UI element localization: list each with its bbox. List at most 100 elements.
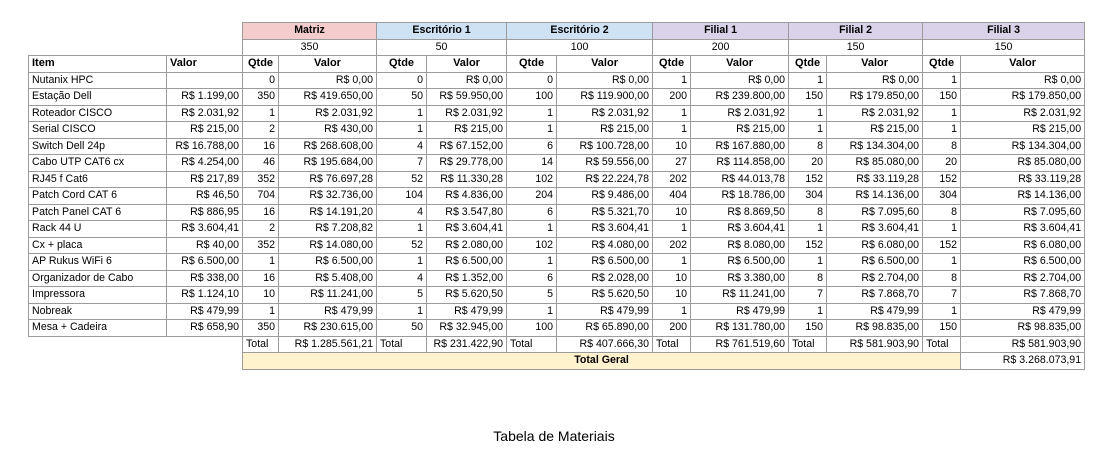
subtotal-cell[interactable]: R$ 119.900,00: [556, 88, 654, 106]
subtotal-cell[interactable]: R$ 8.080,00: [690, 236, 790, 254]
subtotal-cell[interactable]: R$ 479,99: [960, 302, 1086, 320]
subtotal-cell[interactable]: R$ 0,00: [690, 71, 790, 89]
subtotal-cell[interactable]: R$ 4.080,00: [556, 236, 654, 254]
subtotal-cell[interactable]: R$ 100.728,00: [556, 137, 654, 155]
subtotal-cell[interactable]: R$ 29.778,00: [426, 154, 508, 172]
subtotal-cell[interactable]: R$ 7.095,60: [826, 203, 924, 221]
subtotal-cell[interactable]: R$ 14.080,00: [277, 236, 378, 254]
qty-cell[interactable]: 52: [376, 170, 428, 188]
qty-cell[interactable]: 1: [788, 253, 828, 271]
qty-cell[interactable]: 152: [922, 170, 962, 188]
subtotal-cell[interactable]: R$ 14.136,00: [960, 187, 1086, 205]
qtde-header[interactable]: Qtde: [506, 55, 558, 73]
qty-cell[interactable]: 7: [922, 286, 962, 304]
subtotal-cell[interactable]: R$ 33.119,28: [960, 170, 1086, 188]
subtotal-cell[interactable]: R$ 479,99: [277, 302, 378, 320]
qty-cell[interactable]: 102: [506, 236, 558, 254]
qtde-header[interactable]: Qtde: [376, 55, 428, 73]
qty-cell[interactable]: 152: [788, 236, 828, 254]
qty-cell[interactable]: 1: [652, 302, 692, 320]
unit-price-cell[interactable]: R$ 479,99: [166, 302, 243, 320]
subtotal-cell[interactable]: R$ 0,00: [826, 71, 924, 89]
unit-price-cell[interactable]: R$ 215,00: [166, 121, 243, 139]
subtotal-cell[interactable]: R$ 239.800,00: [690, 88, 790, 106]
subtotal-cell[interactable]: R$ 6.500,00: [426, 253, 508, 271]
qty-cell[interactable]: 1: [922, 220, 962, 238]
qty-cell[interactable]: 1: [376, 302, 428, 320]
subtotal-cell[interactable]: R$ 32.736,00: [277, 187, 378, 205]
subtotal-cell[interactable]: R$ 2.031,92: [426, 104, 508, 122]
subtotal-cell[interactable]: R$ 167.880,00: [690, 137, 790, 155]
qty-cell[interactable]: 1: [376, 253, 428, 271]
qty-cell[interactable]: 16: [242, 137, 279, 155]
subtotal-cell[interactable]: R$ 268.608,00: [277, 137, 378, 155]
subtotal-cell[interactable]: R$ 479,99: [826, 302, 924, 320]
qty-cell[interactable]: 200: [652, 319, 692, 337]
unit-price-cell[interactable]: R$ 40,00: [166, 236, 243, 254]
subtotal-cell[interactable]: R$ 3.380,00: [690, 269, 790, 287]
location-units-cell[interactable]: 200: [652, 38, 790, 56]
qty-cell[interactable]: 1: [922, 121, 962, 139]
qty-cell[interactable]: 1: [506, 302, 558, 320]
item-cell[interactable]: Impressora: [28, 286, 167, 304]
qty-cell[interactable]: 1: [242, 302, 279, 320]
unit-price-cell[interactable]: R$ 658,90: [166, 319, 243, 337]
subtotal-cell[interactable]: R$ 230.615,00: [277, 319, 378, 337]
subtotal-cell[interactable]: R$ 59.556,00: [556, 154, 654, 172]
qty-cell[interactable]: 1: [922, 253, 962, 271]
qtde-header[interactable]: Qtde: [788, 55, 828, 73]
qty-cell[interactable]: 8: [788, 137, 828, 155]
item-cell[interactable]: Nobreak: [28, 302, 167, 320]
subtotal-cell[interactable]: R$ 6.500,00: [960, 253, 1086, 271]
qty-cell[interactable]: 4: [376, 137, 428, 155]
item-cell[interactable]: Roteador CISCO: [28, 104, 167, 122]
qty-cell[interactable]: 204: [506, 187, 558, 205]
location-units-cell[interactable]: 50: [376, 38, 508, 56]
unit-price-cell[interactable]: R$ 2.031,92: [166, 104, 243, 122]
unit-price-cell[interactable]: R$ 6.500,00: [166, 253, 243, 271]
subtotal-cell[interactable]: R$ 65.890,00: [556, 319, 654, 337]
qty-cell[interactable]: 1: [242, 104, 279, 122]
total-geral-value[interactable]: R$ 3.268.073,91: [960, 352, 1086, 370]
qty-cell[interactable]: 304: [788, 187, 828, 205]
location-total-cell[interactable]: R$ 231.422,90: [426, 335, 508, 353]
qty-cell[interactable]: 152: [922, 236, 962, 254]
subtotal-cell[interactable]: R$ 3.604,41: [556, 220, 654, 238]
location-units-cell[interactable]: 150: [922, 38, 1086, 56]
subtotal-cell[interactable]: R$ 2.028,00: [556, 269, 654, 287]
subtotal-cell[interactable]: R$ 5.620,50: [556, 286, 654, 304]
subtotal-cell[interactable]: R$ 2.031,92: [960, 104, 1086, 122]
subtotal-cell[interactable]: R$ 14.136,00: [826, 187, 924, 205]
subtotal-cell[interactable]: R$ 0,00: [556, 71, 654, 89]
subtotal-cell[interactable]: R$ 6.080,00: [826, 236, 924, 254]
total-label-cell[interactable]: Total: [242, 335, 279, 353]
subtotal-cell[interactable]: R$ 14.191,20: [277, 203, 378, 221]
subtotal-cell[interactable]: R$ 195.684,00: [277, 154, 378, 172]
qty-cell[interactable]: 1: [652, 220, 692, 238]
qty-cell[interactable]: 104: [376, 187, 428, 205]
qty-cell[interactable]: 1: [788, 302, 828, 320]
qty-cell[interactable]: 100: [506, 319, 558, 337]
qty-cell[interactable]: 0: [242, 71, 279, 89]
item-cell[interactable]: Cx + placa: [28, 236, 167, 254]
qty-cell[interactable]: 350: [242, 88, 279, 106]
qty-cell[interactable]: 1: [788, 71, 828, 89]
qty-cell[interactable]: 1: [788, 104, 828, 122]
subtotal-cell[interactable]: R$ 179.850,00: [960, 88, 1086, 106]
subtotal-cell[interactable]: R$ 7.868,70: [826, 286, 924, 304]
subtotal-cell[interactable]: R$ 4.836,00: [426, 187, 508, 205]
location-units-cell[interactable]: 100: [506, 38, 654, 56]
location-total-cell[interactable]: R$ 581.903,90: [960, 335, 1086, 353]
subtotal-cell[interactable]: R$ 22.224,78: [556, 170, 654, 188]
qty-cell[interactable]: 1: [376, 220, 428, 238]
qty-cell[interactable]: 6: [506, 137, 558, 155]
qty-cell[interactable]: 352: [242, 170, 279, 188]
subtotal-cell[interactable]: R$ 44.013,78: [690, 170, 790, 188]
subtotal-cell[interactable]: R$ 215,00: [960, 121, 1086, 139]
subtotal-cell[interactable]: R$ 85.080,00: [826, 154, 924, 172]
loc-valor-header[interactable]: Valor: [277, 55, 378, 73]
subtotal-cell[interactable]: R$ 419.650,00: [277, 88, 378, 106]
qty-cell[interactable]: 304: [922, 187, 962, 205]
subtotal-cell[interactable]: R$ 76.697,28: [277, 170, 378, 188]
subtotal-cell[interactable]: R$ 2.704,00: [960, 269, 1086, 287]
